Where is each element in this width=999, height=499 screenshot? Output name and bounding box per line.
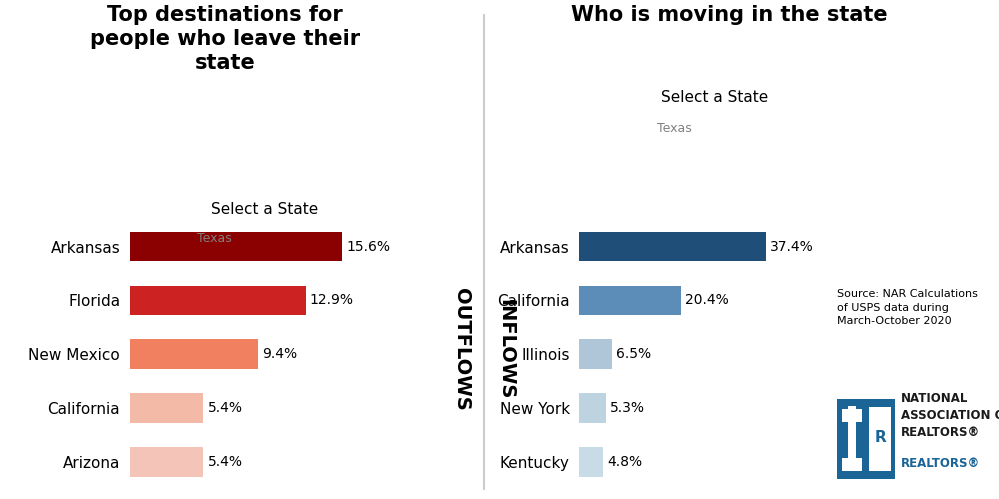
Bar [130, 393, 204, 423]
Text: INFLOWS: INFLOWS [496, 299, 515, 400]
Bar [579, 393, 605, 423]
Text: Select a State: Select a State [660, 90, 768, 105]
Bar [579, 285, 681, 315]
Bar [579, 447, 603, 477]
Text: 37.4%: 37.4% [770, 240, 814, 253]
Bar [842, 458, 862, 471]
Bar [579, 232, 766, 261]
Text: 5.4%: 5.4% [208, 401, 243, 415]
Text: Source: NAR Calculations
of USPS data during
March-October 2020: Source: NAR Calculations of USPS data du… [837, 289, 978, 326]
Bar [842, 409, 862, 422]
Bar [869, 407, 891, 471]
Text: 5.3%: 5.3% [609, 401, 645, 415]
Text: 20.4%: 20.4% [685, 293, 729, 307]
Text: Who is moving in the state: Who is moving in the state [571, 5, 887, 25]
Text: Texas: Texas [198, 232, 232, 245]
Bar [847, 406, 856, 471]
Text: R: R [874, 430, 886, 445]
Bar [130, 232, 343, 261]
Text: NATIONAL
ASSOCIATION OF
REALTORS®: NATIONAL ASSOCIATION OF REALTORS® [901, 392, 999, 439]
Text: OUTFLOWS: OUTFLOWS [452, 288, 472, 411]
Text: REALTORS®: REALTORS® [901, 457, 980, 470]
Bar [579, 339, 611, 369]
Text: 9.4%: 9.4% [262, 347, 297, 361]
Text: Top destinations for
people who leave their
state: Top destinations for people who leave th… [90, 5, 360, 73]
Bar [130, 285, 306, 315]
Text: 12.9%: 12.9% [310, 293, 354, 307]
Text: 4.8%: 4.8% [607, 455, 642, 469]
Bar [130, 339, 258, 369]
Text: 6.5%: 6.5% [615, 347, 651, 361]
Text: 15.6%: 15.6% [347, 240, 391, 253]
Text: 5.4%: 5.4% [208, 455, 243, 469]
Text: Select a State: Select a State [211, 202, 319, 217]
Bar [130, 447, 204, 477]
Text: Texas: Texas [657, 122, 691, 135]
